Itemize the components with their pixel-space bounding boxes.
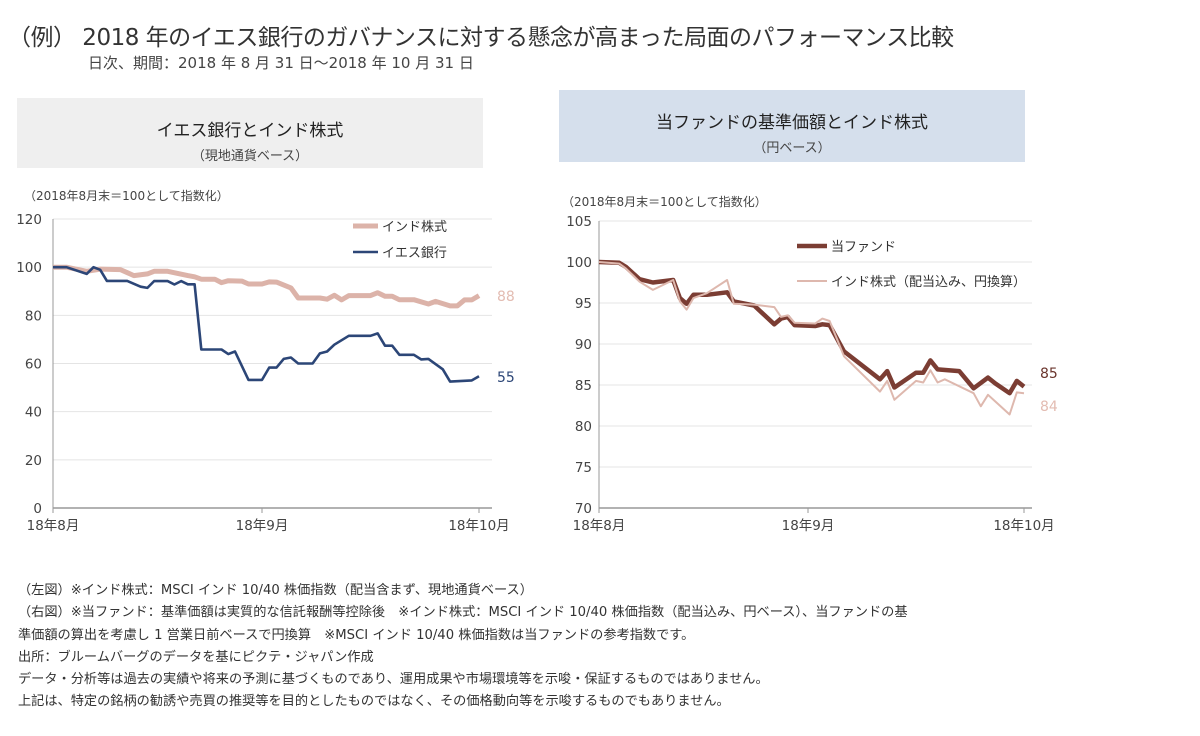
- page-title: （例） 2018 年のイエス銀行のガバナンスに対する懸念が高まった局面のパフォー…: [8, 25, 954, 51]
- right-chart: 70 75 80 85 90 95 100 105 18年8月 18年9月 18年10月 当ファンド 8…: [566, 214, 1058, 534]
- y-tick-label: 20: [25, 453, 42, 469]
- footnote: （右図）※当ファンド：基準価額は実質的な信託報酬等控除後 ※インド株式：MSCI…: [18, 605, 908, 620]
- footnote: 準価額の算出を考慮し 1 営業日前ベースで円換算 ※MSCI インド 10/40…: [18, 628, 695, 643]
- footnote: 出所：ブルームバーグのデータを基にピクテ・ジャパン作成: [18, 650, 374, 665]
- series-line-2: [53, 265, 480, 383]
- y-tick-label: 120: [16, 212, 42, 228]
- y-tick-label: 40: [25, 405, 42, 421]
- y-tick-label: 100: [16, 260, 42, 276]
- right-chart-subtitle: （円ベース）: [753, 141, 831, 156]
- y-tick-label: 100: [566, 255, 592, 271]
- legend-label: 当ファンド: [831, 240, 896, 255]
- right-chart-title: 当ファンドの基準価額とインド株式: [656, 113, 928, 133]
- series-line-1: [53, 264, 481, 309]
- left-chart-header: イエス銀行とインド株式 （現地通貨ベース）: [17, 98, 483, 168]
- right-chart-note: （2018年8月末＝100として指数化）: [562, 195, 767, 209]
- y-tick-label: 90: [575, 337, 592, 353]
- x-tick-label: 18年9月: [782, 518, 835, 534]
- end-value-label: 84: [1040, 399, 1058, 415]
- y-tick-label: 70: [575, 501, 592, 517]
- footnote: データ・分析等は過去の実績や将来の予測に基づくものであり、運用成果や市場環境等を…: [18, 672, 769, 687]
- footnote: 上記は、特定の銘柄の勧誘や売買の推奨等を目的としたものではなく、その価格動向等を…: [18, 694, 730, 709]
- y-tick-label: 95: [575, 296, 592, 312]
- page-subtitle: 日次、期間：2018 年 8 月 31 日～2018 年 10 月 31 日: [88, 54, 474, 72]
- x-tick-label: 18年8月: [27, 518, 80, 534]
- right-chart-header: 当ファンドの基準価額とインド株式 （円ベース）: [559, 90, 1025, 162]
- y-tick-label: 0: [33, 501, 42, 517]
- x-tick-label: 18年8月: [573, 518, 626, 534]
- footnote: （左図）※インド株式：MSCI インド 10/40 株価指数（配当含まず、現地通…: [18, 583, 533, 598]
- end-value-label: 88: [497, 289, 515, 305]
- x-tick-label: 18年10月: [448, 518, 509, 534]
- legend-label: イエス銀行: [382, 246, 447, 261]
- left-chart-subtitle: （現地通貨ベース）: [191, 149, 309, 164]
- x-tick-label: 18年10月: [993, 518, 1054, 534]
- legend-label: インド株式（配当込み、円換算）: [831, 275, 1026, 290]
- end-value-label: 55: [497, 370, 515, 386]
- left-chart: 0 20 40 60 80 100 120 18年8月 18年9月 18年10月 インド株式 88 イエ…: [16, 212, 515, 534]
- y-tick-label: 60: [25, 357, 42, 373]
- left-chart-note: （2018年8月末＝100として指数化）: [24, 189, 229, 203]
- y-tick-label: 80: [575, 419, 592, 435]
- y-tick-label: 85: [575, 378, 592, 394]
- left-chart-title: イエス銀行とインド株式: [156, 121, 344, 141]
- y-tick-label: 80: [25, 308, 42, 324]
- y-tick-label: 105: [566, 214, 592, 230]
- y-tick-label: 75: [575, 460, 592, 476]
- series-line-2: [598, 261, 1025, 416]
- legend-label: インド株式: [382, 220, 447, 235]
- end-value-label: 85: [1040, 366, 1058, 382]
- x-tick-label: 18年9月: [236, 518, 289, 534]
